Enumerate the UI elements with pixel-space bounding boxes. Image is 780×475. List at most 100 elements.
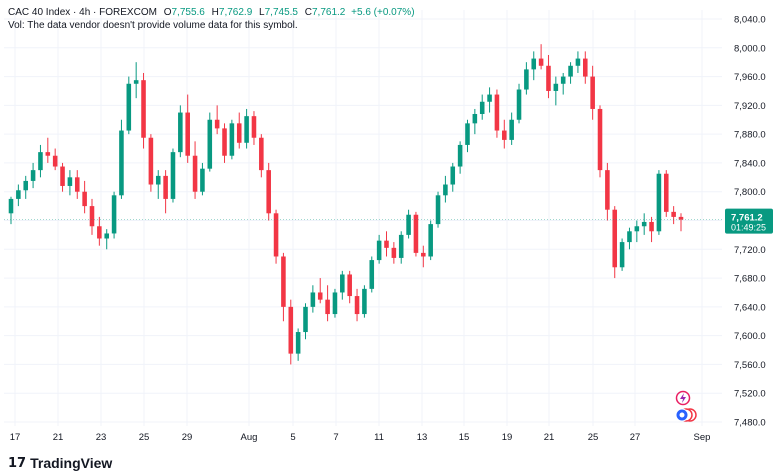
candle-body	[259, 137, 264, 171]
candle-body	[354, 296, 360, 315]
last-price-tag	[725, 208, 773, 234]
countdown-label: 01:49:25	[731, 223, 766, 233]
y-tick-label: 7,960.0	[734, 72, 766, 83]
candle-body	[641, 221, 647, 227]
candle-body	[236, 123, 242, 143]
candle-body	[472, 113, 478, 124]
candle-body	[340, 274, 345, 293]
x-tick-label: 11	[374, 432, 384, 443]
candle-body	[656, 173, 662, 232]
candle-body	[546, 65, 551, 91]
y-tick-label: 7,480.0	[734, 418, 766, 429]
candle-body	[435, 195, 441, 225]
low-value: 7,745.5	[264, 7, 298, 18]
candle-body	[178, 112, 183, 153]
candle-body	[141, 80, 146, 138]
x-tick-label: 25	[139, 432, 150, 443]
x-tick-label: Aug	[241, 432, 258, 443]
candle-body	[524, 69, 529, 90]
candle-body	[126, 83, 132, 131]
candle-body	[465, 123, 470, 145]
y-tick-label: 7,640.0	[734, 302, 766, 313]
candle-body	[148, 137, 154, 185]
candle-body	[52, 155, 58, 167]
candle-body	[185, 112, 190, 156]
candle-body	[457, 144, 463, 167]
candle-body	[222, 128, 227, 156]
candle-body	[494, 94, 500, 131]
candle-body	[421, 252, 426, 257]
candle-body	[67, 177, 73, 186]
candle-body	[384, 240, 389, 248]
tradingview-logo-icon: 17	[8, 455, 27, 471]
y-tick-label: 7,800.0	[734, 187, 766, 198]
candle-body	[266, 170, 271, 214]
candle-body	[649, 221, 654, 232]
symbol-title[interactable]: CAC 40 Index · 4h · FOREXCOM	[8, 7, 157, 18]
low-label: L	[259, 7, 265, 18]
candle-body	[303, 306, 308, 333]
x-tick-label: 13	[417, 432, 428, 443]
x-tick-label: 21	[53, 432, 64, 443]
candle-body	[369, 260, 375, 289]
candle-body	[671, 211, 676, 217]
candle-body	[560, 76, 566, 84]
tradingview-logo[interactable]: 17 TradingView	[8, 455, 112, 471]
y-tick-label: 8,000.0	[734, 43, 766, 54]
x-tick-label: 17	[10, 432, 21, 443]
y-tick-label: 7,880.0	[734, 130, 766, 141]
candle-body	[273, 213, 279, 257]
candle-body	[502, 130, 507, 140]
candle-body	[214, 119, 220, 129]
candle-body	[583, 58, 588, 77]
candle-body	[82, 191, 87, 207]
candle-body	[597, 108, 603, 171]
candle-body	[332, 292, 338, 315]
candle-body	[45, 152, 51, 156]
close-label: C	[304, 7, 312, 18]
event-marker-dot	[679, 412, 685, 418]
candle-body	[450, 166, 456, 185]
open-value: 7,755.6	[171, 7, 205, 18]
x-tick-label: 15	[459, 432, 470, 443]
high-label: H	[211, 7, 219, 18]
y-tick-label: 7,840.0	[734, 158, 766, 169]
candle-body	[133, 80, 139, 84]
change-value: +5.6 (+0.07%)	[351, 7, 415, 18]
symbol-legend: CAC 40 Index · 4h · FOREXCOM O7,755.6 H7…	[8, 6, 415, 19]
candle-body	[487, 94, 492, 102]
candle-body	[23, 180, 29, 191]
candle-body	[38, 152, 43, 171]
candle-body	[97, 226, 102, 239]
high-value: 7,762.9	[218, 7, 253, 18]
candle-body	[605, 170, 610, 210]
x-tick-label: 19	[502, 432, 513, 443]
open-label: O	[163, 7, 172, 18]
candle-body	[663, 173, 669, 212]
candle-body	[568, 65, 573, 77]
candle-body	[170, 152, 176, 199]
candle-body	[229, 123, 235, 156]
candle-body	[163, 175, 168, 199]
y-tick-label: 8,040.0	[734, 15, 766, 26]
candle-body	[288, 306, 294, 354]
candle-body	[111, 195, 117, 234]
candle-body	[251, 116, 257, 138]
flash-bolt-icon	[680, 393, 686, 403]
candle-body	[310, 292, 316, 307]
candle-body	[200, 168, 205, 192]
candle-body	[8, 198, 14, 214]
x-tick-label: 25	[588, 432, 599, 443]
candle-body	[634, 226, 640, 232]
candle-body	[612, 209, 618, 268]
candle-body	[295, 332, 301, 354]
candle-body	[428, 224, 433, 257]
x-tick-label: 7	[333, 432, 338, 443]
x-tick-label: 21	[544, 432, 555, 443]
close-value: 7,761.2	[312, 7, 346, 18]
candle-body	[325, 299, 330, 315]
y-tick-label: 7,680.0	[734, 274, 766, 285]
candle-body	[207, 119, 213, 169]
candle-body	[509, 119, 514, 140]
